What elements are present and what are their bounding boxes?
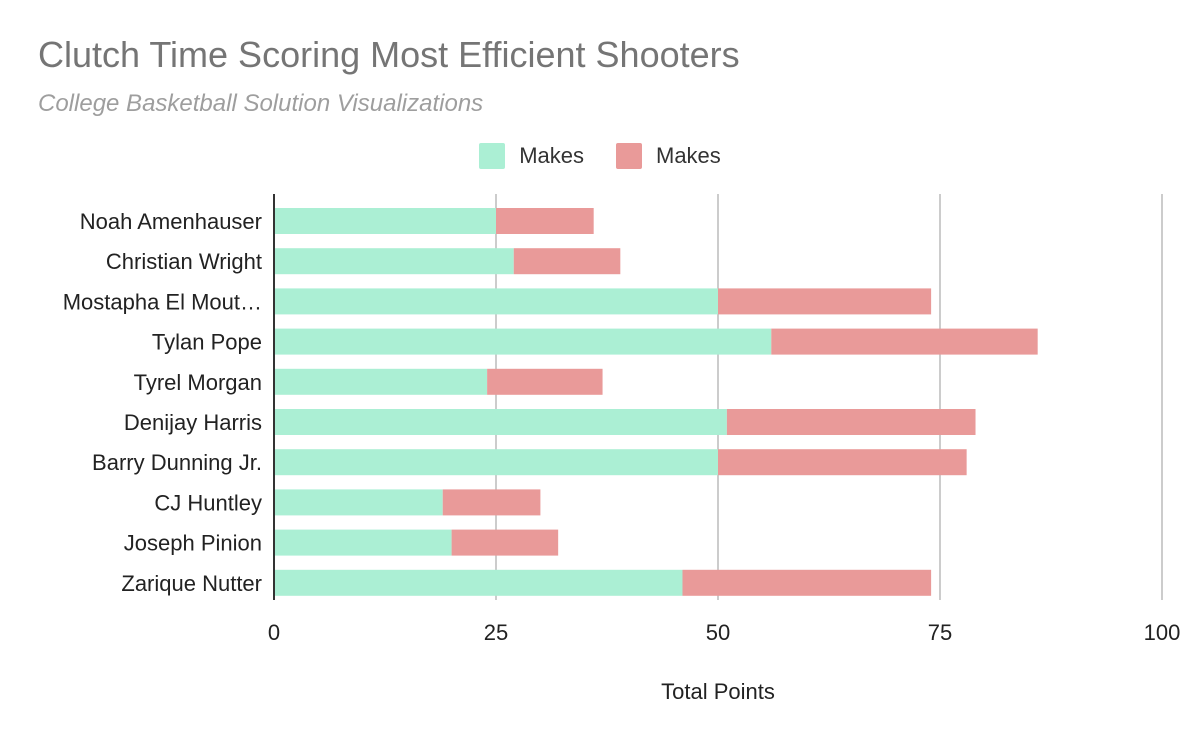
category-label: Joseph Pinion: [124, 531, 262, 556]
category-label: Mostapha El Mout…: [63, 289, 262, 314]
x-axis-title: Total Points: [661, 679, 775, 704]
bar-1-barry-dunning-jr[interactable]: [274, 449, 718, 476]
bar-1-tylan-pope[interactable]: [274, 328, 772, 355]
bar-1-tyrel-morgan[interactable]: [274, 368, 488, 395]
bar-1-christian-wright[interactable]: [274, 248, 514, 275]
bar-2-christian-wright[interactable]: [513, 248, 621, 275]
legend: Makes Makes: [0, 141, 1200, 171]
bar-1-noah-amenhauser[interactable]: [274, 208, 496, 234]
bar-2-tyrel-morgan[interactable]: [487, 368, 603, 395]
bar-1-zarique-nutter[interactable]: [274, 569, 683, 596]
bar-2-noah-amenhauser[interactable]: [496, 208, 594, 234]
category-label: Barry Dunning Jr.: [92, 450, 262, 475]
x-tick-label: 0: [268, 620, 280, 645]
bar-2-cj-huntley[interactable]: [442, 489, 541, 516]
bar-2-zarique-nutter[interactable]: [682, 569, 932, 596]
category-label: Tylan Pope: [152, 330, 262, 355]
legend-item-series-2[interactable]: Makes: [616, 143, 721, 169]
legend-swatch-series-2: [616, 143, 642, 169]
bar-2-mostapha-el-mout[interactable]: [718, 288, 932, 315]
category-labels: Noah Amenhauser Christian Wright Mostapha …: [63, 209, 262, 596]
category-label: Noah Amenhauser: [80, 209, 262, 234]
bar-1-mostapha-el-mout[interactable]: [274, 288, 718, 315]
bar-1-denijay-harris[interactable]: [274, 409, 727, 435]
category-label: Christian Wright: [106, 249, 262, 274]
bar-2-denijay-harris[interactable]: [726, 409, 976, 435]
x-tick-label: 50: [706, 620, 730, 645]
legend-item-series-1[interactable]: Makes: [479, 143, 584, 169]
x-tick-labels: 0 25 50 75 100: [268, 620, 1180, 645]
x-tick-label: 75: [928, 620, 952, 645]
legend-swatch-series-1: [479, 143, 506, 169]
bar-2-tylan-pope[interactable]: [771, 328, 1038, 355]
bar-1-joseph-pinion[interactable]: [274, 529, 452, 556]
bars: [274, 208, 1038, 596]
bar-1-cj-huntley[interactable]: [274, 489, 443, 516]
bar-2-joseph-pinion[interactable]: [451, 529, 559, 556]
legend-label-series-1: Makes: [519, 143, 584, 168]
x-tick-label: 25: [484, 620, 508, 645]
chart-title: Clutch Time Scoring Most Efficient Shoot…: [38, 34, 740, 75]
bar-2-barry-dunning-jr[interactable]: [718, 449, 967, 476]
category-label: Denijay Harris: [124, 410, 262, 435]
category-label: CJ Huntley: [154, 490, 262, 515]
category-label: Zarique Nutter: [121, 571, 262, 596]
x-tick-label: 100: [1144, 620, 1181, 645]
chart-subtitle: College Basketball Solution Visualizatio…: [38, 90, 484, 117]
category-label: Tyrel Morgan: [134, 370, 262, 395]
legend-label-series-2: Makes: [656, 143, 721, 168]
